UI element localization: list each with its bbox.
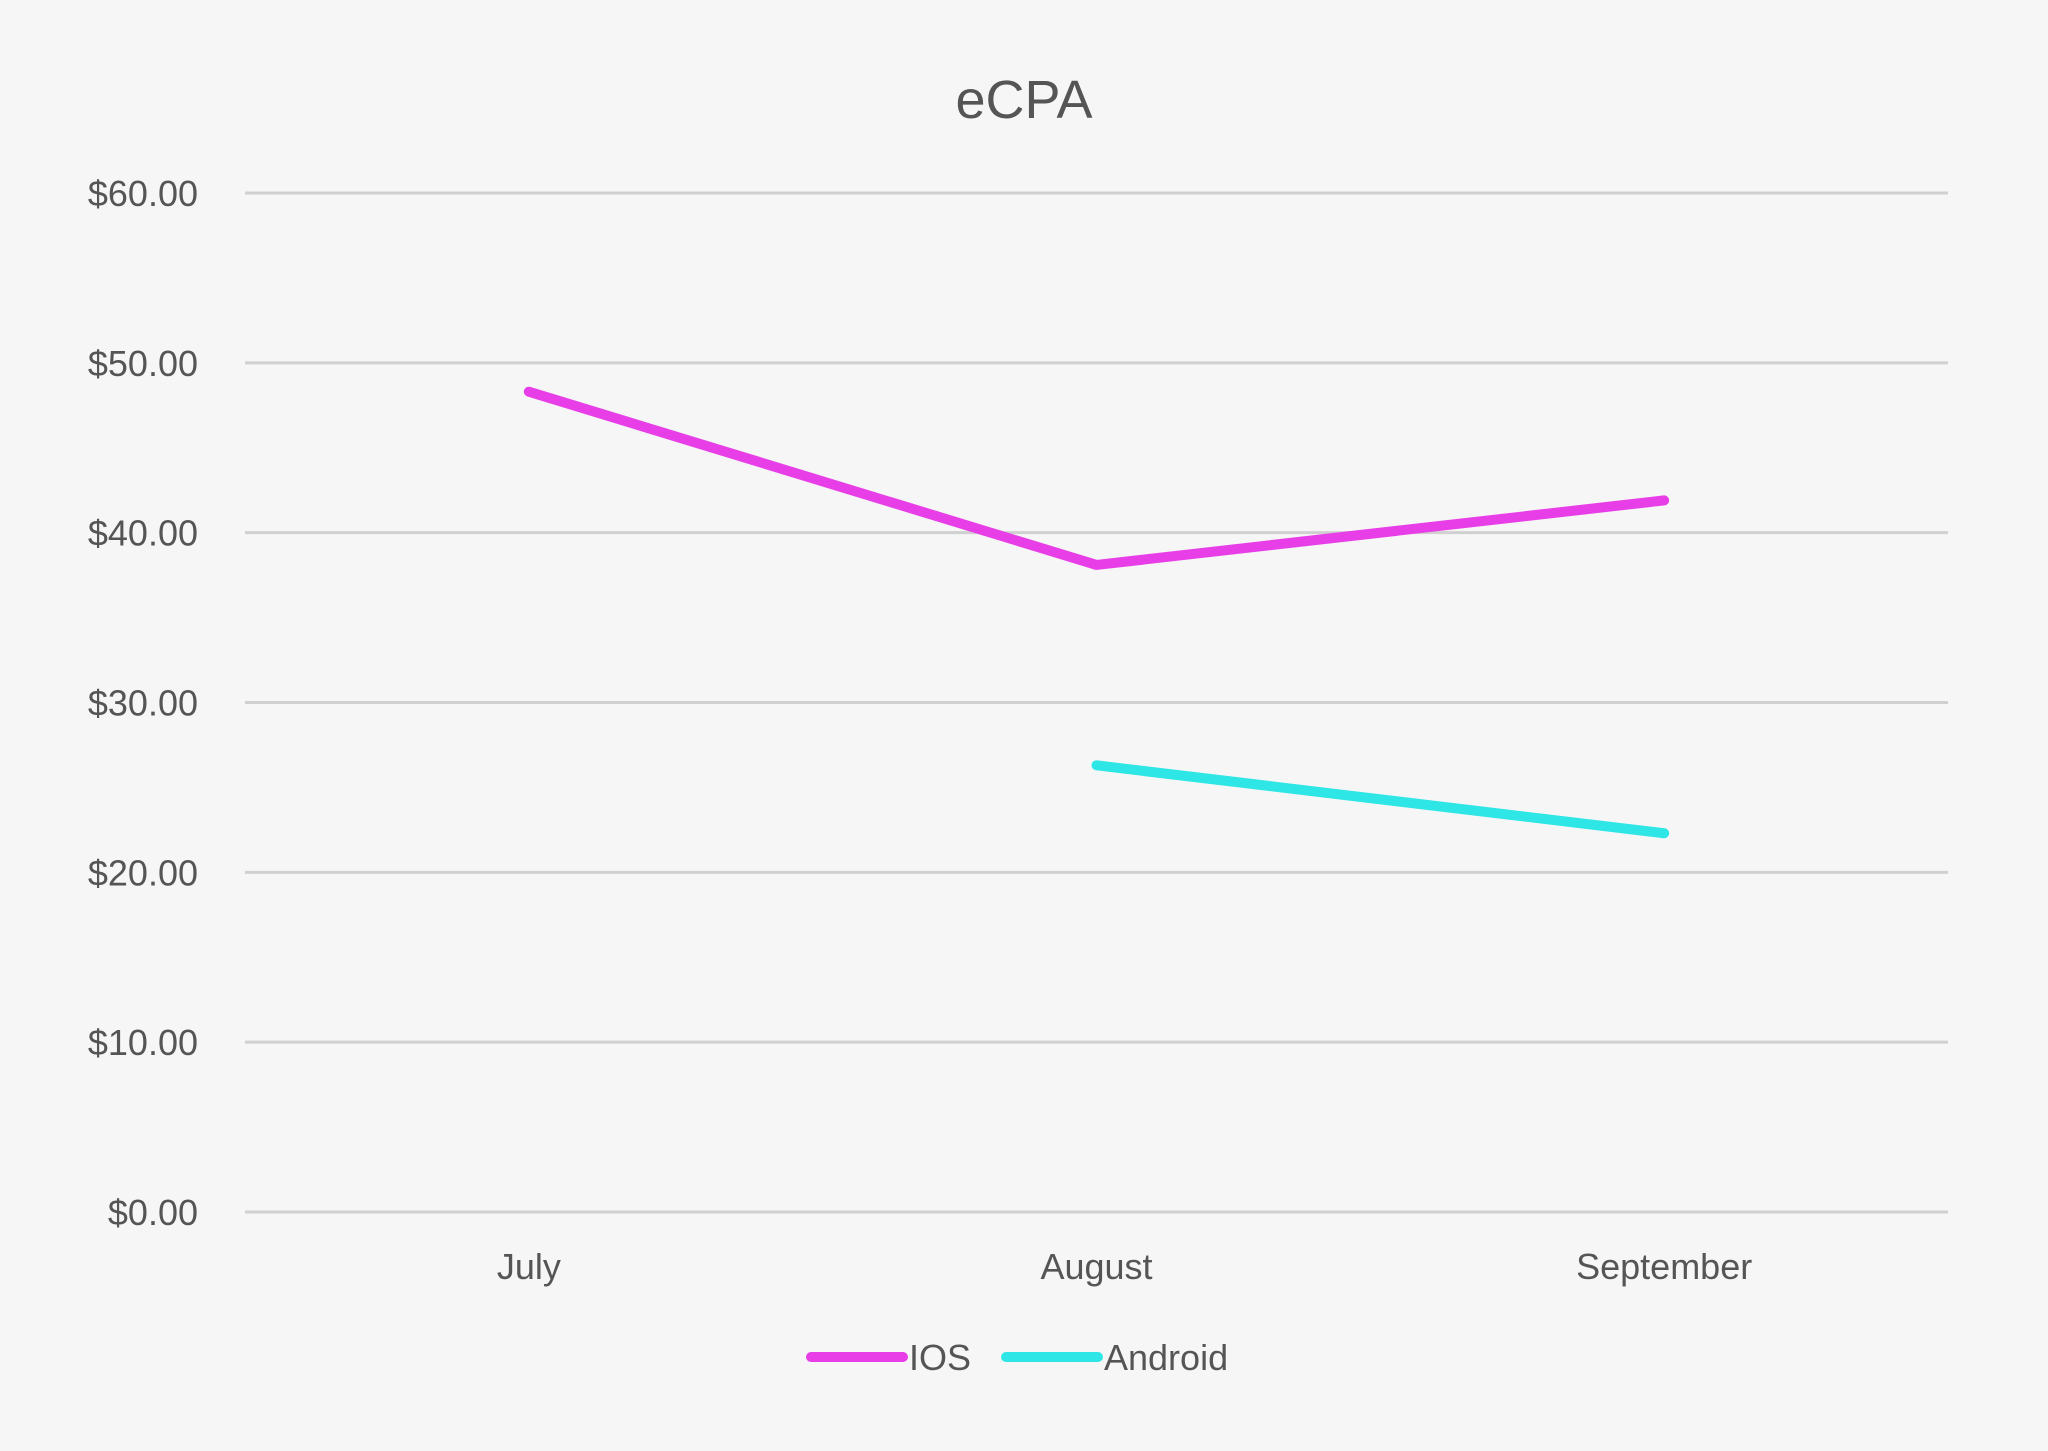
y-tick-label: $40.00 xyxy=(88,513,198,554)
legend-label-ios: IOS xyxy=(909,1337,971,1378)
x-tick-label: July xyxy=(497,1246,561,1287)
y-tick-label: $30.00 xyxy=(88,683,198,724)
y-tick-label: $0.00 xyxy=(108,1192,198,1233)
x-tick-label: September xyxy=(1576,1246,1752,1287)
y-tick-label: $10.00 xyxy=(88,1022,198,1063)
legend-label-android: Android xyxy=(1104,1337,1228,1378)
series-line-android xyxy=(1091,760,1670,839)
y-axis-tick-labels: $0.00 $10.00 $20.00 $30.00 $40.00 $50.00 $60.0… xyxy=(88,173,198,1233)
x-tick-label: August xyxy=(1040,1246,1152,1287)
legend: IOS Android xyxy=(806,1337,1228,1378)
series-lines xyxy=(523,386,1670,839)
x-axis-tick-labels: July August September xyxy=(497,1246,1752,1287)
gridlines xyxy=(245,191,1948,1214)
chart-title: eCPA xyxy=(955,70,1092,130)
y-tick-label: $20.00 xyxy=(88,852,198,893)
y-tick-label: $50.00 xyxy=(88,343,198,384)
series-line-ios xyxy=(523,386,1670,570)
y-tick-label: $60.00 xyxy=(88,173,198,214)
